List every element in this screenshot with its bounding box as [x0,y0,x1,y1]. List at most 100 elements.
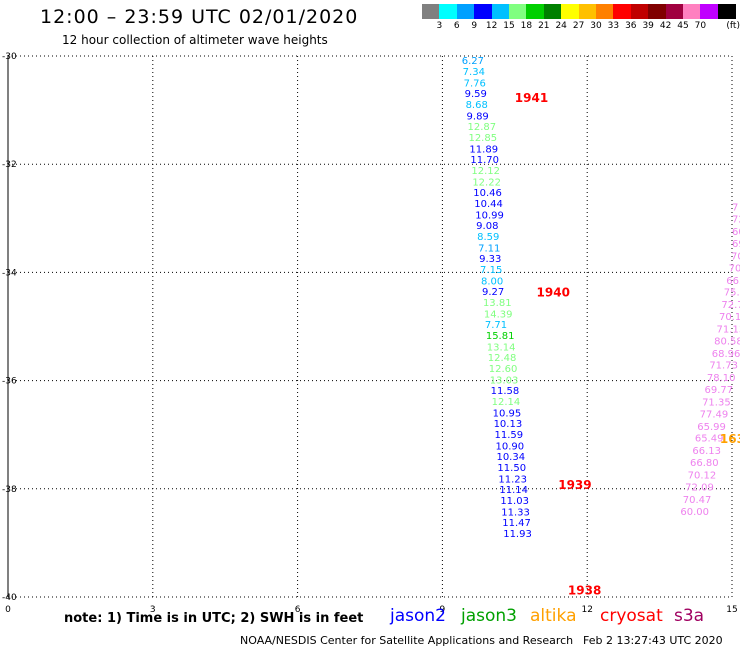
color-swatch [613,4,632,19]
swh-value: 7 [732,203,738,214]
swh-value: 65.99 [697,422,726,433]
swh-value: 11.14 [499,485,528,496]
swh-value: 10.34 [496,452,525,463]
color-swatch [630,4,649,19]
swh-value: 70.3 [729,263,740,274]
swh-value: 7.34 [463,67,485,78]
swh-value: 78.10 [707,373,736,384]
footer-timestamp: Feb 2 13:27:43 UTC 2020 [583,634,723,647]
swh-value: 11.70 [470,155,499,166]
color-swatch [665,4,684,19]
y-tick-label: -36 [2,377,17,387]
swh-value: 66.80 [690,458,719,469]
swh-value: 80.58 [714,336,740,347]
color-swatch [578,4,597,19]
color-swatch [456,4,475,19]
swh-value: 69.77 [704,385,733,396]
x-tick-label: 3 [150,605,156,615]
swh-value: 70.12 [688,471,717,482]
color-swatch [543,4,562,19]
color-scale-tick: 21 [538,21,550,31]
x-tick-label: 0 [5,605,11,615]
legend-jason2: jason2 [390,606,446,626]
swh-value: 11.23 [498,474,527,485]
color-scale-tick: 18 [520,21,533,31]
color-swatch [700,4,719,19]
swh-value: 9.59 [465,89,487,100]
color-swatch [422,4,440,19]
swh-value: 8.00 [481,276,503,287]
swh-value: 8.59 [477,232,499,243]
swh-value: 72.09 [685,482,714,493]
swh-value: 72 [732,215,740,226]
swh-value: 12.48 [488,353,517,364]
swh-value: 9.27 [482,287,504,298]
color-scale-tick: 45 [677,21,689,31]
swh-value: 7.11 [478,243,500,254]
color-scale-tick: 39 [642,21,654,31]
legend-cryosat: cryosat [600,606,663,626]
swh-value: 11.93 [503,529,532,540]
swh-value: 71.73 [709,361,738,372]
swh-value: 68.96 [712,349,740,360]
legend-s3a: s3a [674,606,705,626]
color-scale-tick: 15 [503,21,515,31]
swh-value: 10.44 [474,199,503,210]
swh-value: 70.11 [719,312,740,323]
swh-value: 70.4 [731,251,740,262]
footer-note: note: 1) Time is in UTC; 2) SWH is in fe… [64,611,364,626]
swh-value: 10.13 [494,419,523,430]
swh-value: 71.13 [717,324,740,335]
color-swatch [717,4,736,19]
swh-value: 7.76 [464,78,486,89]
swh-value: 13.81 [483,298,512,309]
color-scale-tick: 33 [607,21,620,31]
swh-value: 69 [732,239,740,250]
swh-value: 7.71 [485,320,507,331]
swh-value: 77.49 [700,409,729,420]
color-swatch [683,4,701,19]
swh-value: 9.89 [467,111,489,122]
swh-value: 11.47 [502,518,531,529]
swh-value: 11.03 [500,496,529,507]
swh-value: 60.00 [680,507,709,518]
color-scale-tick: 6 [453,21,460,31]
swh-value: 9.33 [479,254,501,265]
color-scale-unit: (ft) [726,21,740,31]
x-tick-label: 6 [295,605,301,615]
time-label: 1938 [568,583,601,597]
swh-value: 62.31 [0,0,29,3]
swh-value: 9.08 [476,221,498,232]
swh-value: 12.22 [472,177,501,188]
y-tick-label: -32 [2,160,17,170]
swh-value: 10.90 [495,441,524,452]
legend-jason3: jason3 [461,606,517,626]
color-scale-tick: 9 [471,21,478,31]
swh-value: 66.13 [692,446,721,457]
swh-value: 72.78 [721,300,740,311]
swh-value: 10.95 [493,408,522,419]
footer-credit: NOAA/NESDIS Center for Satellite Applica… [240,634,574,647]
color-scale-tick: 30 [590,21,602,31]
color-swatch [474,4,493,19]
swh-value: 12.14 [492,397,521,408]
color-swatch [439,4,458,19]
time-label: 1940 [537,286,570,300]
color-scale-tick: 24 [555,21,567,31]
swh-value: 12.87 [467,122,496,133]
swh-value: 11.33 [501,507,530,518]
swh-value: 11.58 [491,386,520,397]
swh-value: 75.47 [724,288,740,299]
time-label: 1941 [515,91,548,105]
color-swatch [648,4,667,19]
color-swatch [561,4,580,19]
swh-value: 6.27 [462,56,484,67]
swh-value: 10.99 [475,210,504,221]
color-scale-tick: 36 [625,21,637,31]
color-scale-tick: 42 [659,21,672,31]
x-tick-label: 15 [726,605,737,615]
swh-value: 13.03 [490,375,519,386]
color-scale-tick: 12 [485,21,498,31]
swh-value: 15.81 [486,331,515,342]
